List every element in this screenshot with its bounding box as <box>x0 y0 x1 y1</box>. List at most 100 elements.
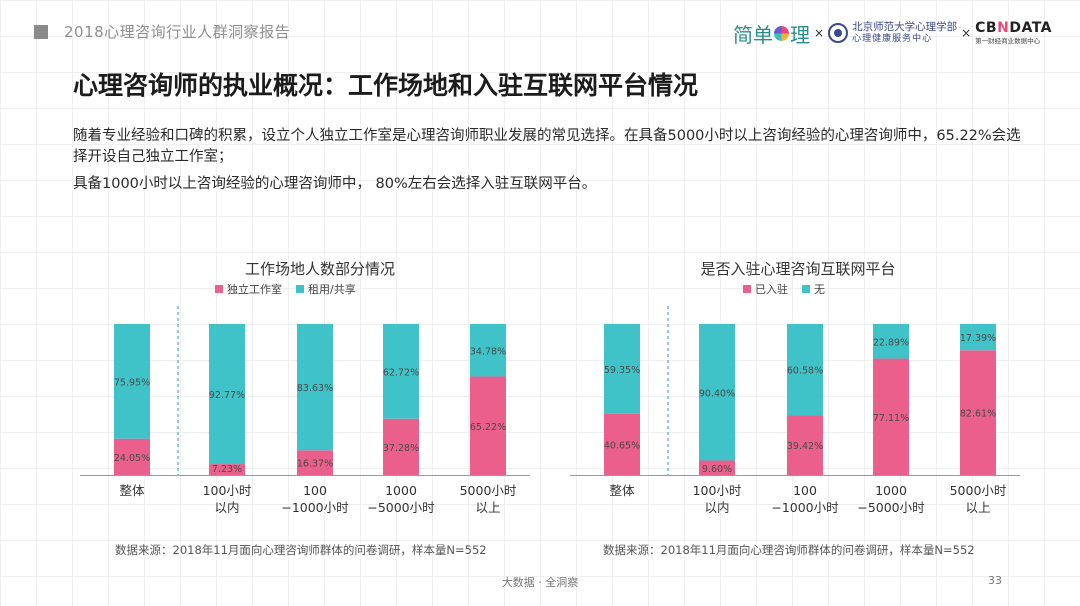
data-label: 92.77% <box>209 390 245 401</box>
times-sign: × <box>814 26 825 40</box>
legend-swatch-teal <box>296 285 304 293</box>
legend-item: 独立工作室 <box>215 281 282 297</box>
cbndata-logo: CBNDATA 第一财经商业数据中心 <box>975 21 1052 45</box>
data-label: 59.35% <box>604 365 640 376</box>
data-label: 7.23% <box>212 464 242 475</box>
x-tick-label: 1000 <box>875 483 907 498</box>
data-label: 60.58% <box>787 366 823 377</box>
legend-label: 租用/共享 <box>308 283 356 296</box>
bar-teal-1 <box>114 324 150 439</box>
data-label: 82.61% <box>960 409 996 420</box>
legend-swatch-teal <box>802 285 810 293</box>
intro-text: 随着专业经验和口碑的积累，设立个人独立工作室是心理咨询师职业发展的常见选择。在具… <box>73 126 1033 201</box>
bar-pink-4 <box>383 418 419 475</box>
x-tick-label: 整体 <box>609 483 635 498</box>
legend-item: 无 <box>802 281 825 297</box>
x-tick-label: 100小时 <box>203 483 252 498</box>
cbn-sub: 第一财经商业数据中心 <box>975 37 1041 46</box>
jiandan-logo: 简单 理 <box>733 19 810 48</box>
bar-pink-2 <box>209 464 245 475</box>
bnu-seal-icon <box>828 23 849 43</box>
chart1-title: 工作场地人数部分情况 <box>244 260 395 278</box>
bar-teal-5 <box>960 324 996 351</box>
bar-pink-3 <box>787 415 823 475</box>
intro-line-1: 随着专业经验和口碑的积累，设立个人独立工作室是心理咨询师职业发展的常见选择。在具… <box>73 128 1021 165</box>
bar-teal-3 <box>787 324 823 416</box>
data-label: 75.95% <box>114 377 150 388</box>
legend-item: 已入驻 <box>743 281 788 297</box>
data-label: 65.22% <box>470 422 506 433</box>
partner-logos: 简单 理 × 北京师范大学心理学部 心理健康服务中心 × CBNDATA 第一财… <box>733 16 1052 50</box>
bar-pink-5 <box>470 376 506 475</box>
x-tick-label: −1000小时 <box>281 500 349 515</box>
bar-teal-2 <box>209 324 245 465</box>
x-tick-label: 以内 <box>704 500 729 515</box>
x-tick-label: 1000 <box>385 483 417 498</box>
data-label: 37.28% <box>383 443 419 454</box>
x-tick-label: 100小时 <box>693 483 742 498</box>
legend-label: 独立工作室 <box>227 283 282 296</box>
bar-teal-2 <box>699 324 735 461</box>
bar-pink-3 <box>297 450 333 475</box>
header-square <box>34 25 48 39</box>
page-number: 33 <box>988 574 1002 587</box>
chart2-legend: 已入驻 无 <box>743 281 825 297</box>
x-tick-label: 以内 <box>214 500 239 515</box>
footer-text: 大数据 · 全洞察 <box>501 576 579 589</box>
data-label: 34.78% <box>470 346 506 357</box>
data-label: 17.39% <box>960 333 996 344</box>
x-tick-label: 5000小时 <box>460 483 517 498</box>
bar-pink-2 <box>699 460 735 475</box>
legend-item: 租用/共享 <box>296 281 356 297</box>
cbn-x: N <box>997 20 1010 37</box>
legend-swatch-pink <box>215 285 223 293</box>
bar-teal-5 <box>470 324 506 377</box>
bar-pink-1 <box>604 413 640 475</box>
bnu-line2: 心理健康服务中心 <box>852 34 933 45</box>
data-label: 83.63% <box>297 383 333 394</box>
bar-teal-4 <box>873 324 909 359</box>
report-title: 2018心理咨询行业人群洞察报告 <box>64 23 291 41</box>
data-label: 39.42% <box>787 441 823 452</box>
jiandan-prefix: 简单 <box>733 22 774 47</box>
chart2-source: 数据来源：2018年11月面向心理咨询师群体的问卷调研，样本量N=552 <box>603 543 975 557</box>
x-tick-label: 100 <box>303 483 327 498</box>
x-tick-label: 以上 <box>965 500 990 515</box>
cbn-post: DATA <box>1009 20 1052 37</box>
page-title: 心理咨询师的执业概况：工作场地和入驻互联网平台情况 <box>73 71 699 100</box>
data-label: 77.11% <box>873 413 909 424</box>
data-label: 62.72% <box>383 367 419 378</box>
x-tick-label: 以上 <box>475 500 500 515</box>
bar-teal-1 <box>604 324 640 414</box>
data-label: 40.65% <box>604 440 640 451</box>
times-sign-2: × <box>961 26 972 40</box>
bnu-line1: 北京师范大学心理学部 <box>852 20 958 33</box>
data-label: 90.40% <box>699 388 735 399</box>
bar-pink-4 <box>873 358 909 475</box>
data-label: 24.05% <box>114 453 150 464</box>
bar-teal-4 <box>383 324 419 419</box>
data-label: 22.89% <box>873 337 909 348</box>
chart2-title: 是否入驻心理咨询互联网平台 <box>700 260 896 278</box>
cbn-pre: CB <box>975 20 998 37</box>
legend-label: 无 <box>814 283 825 296</box>
chart1-legend: 独立工作室 租用/共享 <box>215 281 356 297</box>
legend-swatch-pink <box>743 285 751 293</box>
x-tick-label: −1000小时 <box>771 500 839 515</box>
chart1-source: 数据来源：2018年11月面向心理咨询师群体的问卷调研，样本量N=552 <box>115 543 487 557</box>
legend-label: 已入驻 <box>755 283 788 296</box>
x-tick-label: 整体 <box>119 483 145 498</box>
x-tick-label: 100 <box>793 483 817 498</box>
data-label: 16.37% <box>297 459 333 470</box>
x-tick-label: −5000小时 <box>857 500 925 515</box>
x-tick-label: −5000小时 <box>367 500 435 515</box>
heart-icon <box>774 25 790 41</box>
bnu-logo: 北京师范大学心理学部 心理健康服务中心 <box>852 22 957 45</box>
bar-teal-3 <box>297 324 333 451</box>
bar-pink-5 <box>960 350 996 475</box>
x-tick-label: 5000小时 <box>950 483 1007 498</box>
bar-pink-1 <box>114 438 150 475</box>
jiandan-suffix: 理 <box>790 22 811 47</box>
